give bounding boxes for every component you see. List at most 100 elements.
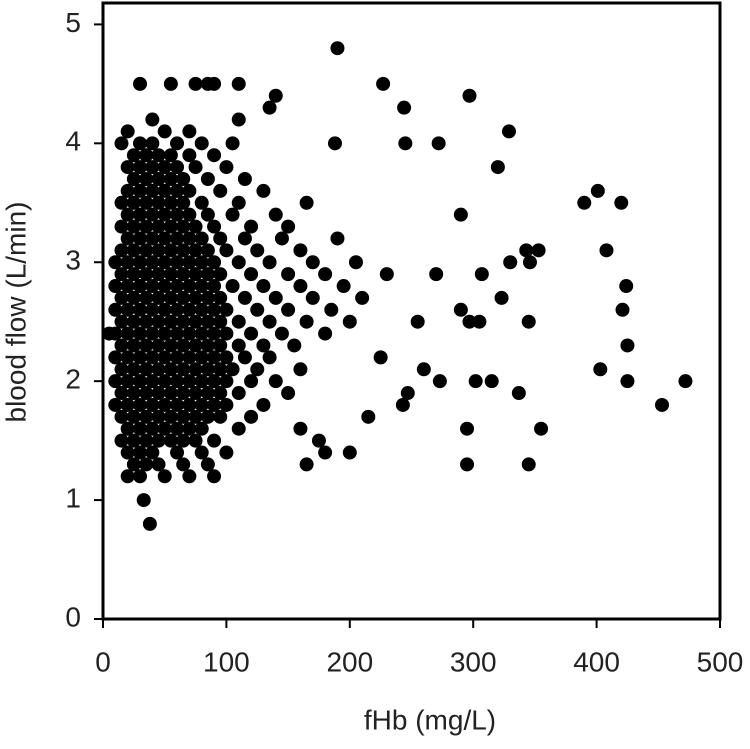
point xyxy=(262,314,277,329)
point xyxy=(145,374,160,389)
point xyxy=(133,279,148,294)
x-tick-label: 100 xyxy=(203,646,250,677)
point xyxy=(293,421,308,436)
point xyxy=(256,183,271,198)
point xyxy=(126,362,141,377)
y-tick-label: 5 xyxy=(65,7,81,38)
point xyxy=(400,386,415,401)
point xyxy=(145,445,160,460)
point xyxy=(207,397,222,412)
point xyxy=(157,374,172,389)
point xyxy=(176,362,191,377)
point xyxy=(194,231,209,246)
point xyxy=(163,433,178,448)
point xyxy=(151,433,166,448)
point xyxy=(655,397,670,412)
point xyxy=(145,255,160,270)
x-tick-label: 300 xyxy=(450,646,497,677)
point xyxy=(170,397,185,412)
point xyxy=(188,409,203,424)
point xyxy=(299,314,314,329)
point xyxy=(157,279,172,294)
point xyxy=(120,207,135,222)
point xyxy=(194,445,209,460)
point xyxy=(157,326,172,341)
point xyxy=(293,279,308,294)
point xyxy=(176,433,191,448)
point xyxy=(207,148,222,163)
point xyxy=(188,219,203,234)
point xyxy=(139,148,154,163)
point xyxy=(250,302,265,317)
point xyxy=(176,219,191,234)
point xyxy=(139,172,154,186)
point xyxy=(151,386,166,401)
point xyxy=(200,457,215,472)
point xyxy=(188,314,203,329)
point xyxy=(120,326,135,341)
point xyxy=(194,397,209,412)
point xyxy=(293,243,308,258)
point xyxy=(133,76,148,91)
point xyxy=(200,314,215,329)
point xyxy=(194,326,209,341)
point xyxy=(590,183,605,198)
point xyxy=(182,350,197,365)
point xyxy=(200,362,215,377)
point xyxy=(620,338,635,353)
point xyxy=(151,338,166,353)
point xyxy=(114,219,129,234)
point xyxy=(200,243,215,258)
point xyxy=(207,350,222,365)
point xyxy=(176,409,191,424)
point xyxy=(244,219,259,234)
point xyxy=(120,231,135,246)
point xyxy=(188,290,203,305)
point xyxy=(157,231,172,246)
point xyxy=(139,433,154,448)
point xyxy=(170,350,185,365)
point xyxy=(126,172,141,186)
point xyxy=(145,421,160,436)
point xyxy=(126,338,141,353)
point xyxy=(136,493,151,508)
point xyxy=(133,445,148,460)
point xyxy=(170,421,185,436)
point xyxy=(163,148,178,163)
point xyxy=(262,255,277,270)
point xyxy=(225,279,240,294)
point xyxy=(126,386,141,401)
point xyxy=(139,338,154,353)
point xyxy=(231,112,246,127)
y-tick-label: 0 xyxy=(65,601,81,632)
point xyxy=(163,243,178,258)
x-axis-label: fHb (mg/L) xyxy=(364,704,496,735)
point xyxy=(170,326,185,341)
point xyxy=(231,314,246,329)
point xyxy=(151,457,166,472)
point xyxy=(330,41,345,56)
point xyxy=(102,326,117,341)
point xyxy=(219,160,234,175)
point xyxy=(139,243,154,258)
point xyxy=(324,302,339,317)
point xyxy=(416,362,431,377)
point xyxy=(114,136,129,151)
plot-frame xyxy=(101,1,722,621)
x-tick-label: 200 xyxy=(326,646,373,677)
point xyxy=(231,195,246,210)
point xyxy=(176,338,191,353)
point xyxy=(194,374,209,389)
point xyxy=(188,362,203,377)
point xyxy=(139,267,154,282)
point xyxy=(620,374,635,389)
point xyxy=(619,279,634,294)
point xyxy=(170,255,185,270)
point xyxy=(157,160,172,175)
point xyxy=(176,172,191,186)
point xyxy=(133,160,148,175)
point xyxy=(200,207,215,222)
point xyxy=(200,290,215,305)
y-axis-label: blood flow (L/min) xyxy=(0,202,31,423)
point xyxy=(194,350,209,365)
